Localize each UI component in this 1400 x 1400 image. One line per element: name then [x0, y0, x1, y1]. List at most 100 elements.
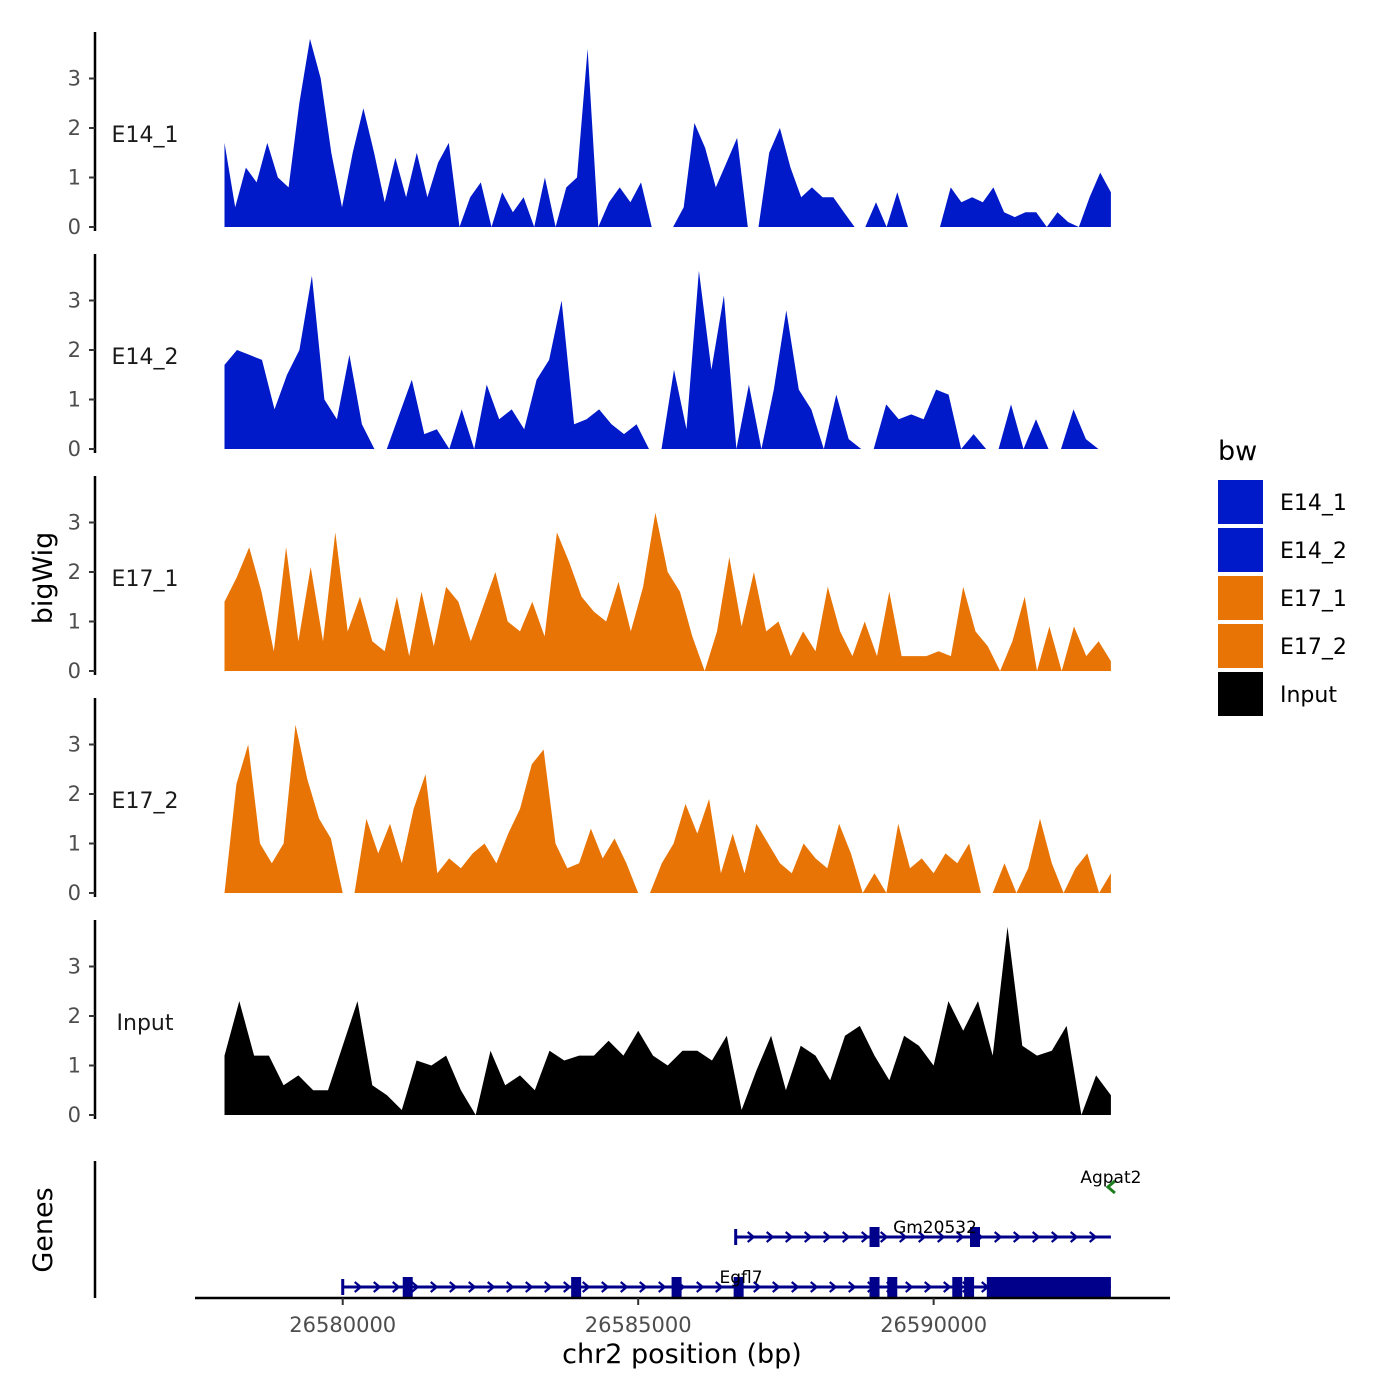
track-label: Input	[117, 1011, 174, 1036]
track-e14-2: 0 1 2 3 E14_2	[68, 254, 1111, 461]
strand-arrow	[917, 1231, 927, 1243]
legend-key	[1218, 480, 1263, 524]
exon	[952, 1277, 963, 1297]
strand-arrow	[784, 1231, 794, 1243]
legend-label: E17_1	[1280, 587, 1347, 612]
y-tick-label: 2	[68, 116, 81, 140]
gene-egfl7: Egfl7	[341, 1268, 1111, 1297]
x-tick-label: 26585000	[585, 1313, 692, 1337]
exon	[733, 1277, 744, 1297]
x-axis-title: chr2 position (bp)	[562, 1339, 802, 1370]
y-tick-label: 1	[68, 388, 81, 412]
strand-arrow	[430, 1281, 439, 1293]
gene-track-panel: Genes Agpat2 Gm20532 Egfl7	[28, 1161, 1141, 1298]
strand-arrow	[1012, 1231, 1022, 1243]
exon	[887, 1277, 898, 1297]
legend-label: E14_2	[1280, 539, 1347, 564]
strand-arrow	[746, 1231, 756, 1243]
track-e17-1: 0 1 2 3 E17_1	[68, 476, 1111, 683]
exon	[869, 1227, 880, 1247]
y-tick-label: 3	[68, 955, 81, 979]
strand-arrow	[822, 1231, 832, 1243]
x-axis: chr2 position (bp) 26580000 26585000 26590…	[195, 1296, 1170, 1370]
strand-arrow	[354, 1281, 363, 1293]
exon	[571, 1277, 582, 1297]
strand-arrow	[525, 1281, 534, 1293]
strand-arrow	[860, 1231, 870, 1243]
track-label: E14_1	[112, 123, 179, 148]
strand-arrow	[753, 1281, 762, 1293]
legend-key	[1218, 672, 1263, 716]
strand-arrow	[1088, 1231, 1098, 1243]
strand-arrow	[449, 1281, 458, 1293]
legend-item-input: Input	[1218, 672, 1337, 716]
track-e14-1: 0 1 2 3 E14_1	[68, 32, 1111, 239]
coverage-tracks: 0 1 2 3 E14_1 0 1 2 3 E14_2 0 1 2 3 E17_1 0 1 2 3 E17_2 0 1 2 3…	[68, 32, 1111, 1127]
strand-arrow	[715, 1281, 724, 1293]
y-axis-title-group: bigWig	[28, 532, 59, 625]
strand-arrow	[392, 1281, 401, 1293]
exon	[402, 1277, 413, 1297]
y-tick-label: 2	[68, 560, 81, 584]
gene-label-egfl7: Egfl7	[719, 1268, 762, 1288]
exon	[869, 1277, 880, 1297]
gene-models: Agpat2 Gm20532 Egfl7	[93, 1161, 1141, 1298]
y-tick-label: 3	[68, 67, 81, 91]
strand-arrow	[658, 1281, 667, 1293]
legend-item-e14-1: E14_1	[1218, 480, 1347, 524]
x-tick-label: 26590000	[880, 1313, 987, 1337]
strand-arrow	[791, 1281, 800, 1293]
strand-arrow	[411, 1281, 420, 1293]
y-tick-label: 2	[68, 1004, 81, 1028]
genes-axis-title: Genes	[28, 1187, 59, 1272]
legend-item-e14-2: E14_2	[1218, 528, 1347, 572]
y-tick-label: 3	[68, 289, 81, 313]
gene-label-gm20532: Gm20532	[893, 1218, 977, 1238]
y-tick-label: 1	[68, 1054, 81, 1078]
legend-title: bw	[1218, 436, 1257, 467]
strand-arrow	[943, 1281, 952, 1293]
strand-arrow	[487, 1281, 496, 1293]
gene-agpat2-arrow	[1105, 1179, 1116, 1195]
coverage-area-e17-2	[224, 724, 1111, 893]
y-tick-label: 2	[68, 338, 81, 362]
track-e17-2: 0 1 2 3 E17_2	[68, 698, 1111, 905]
strand-arrow	[696, 1281, 705, 1293]
strand-arrow	[905, 1281, 914, 1293]
strand-arrow	[936, 1231, 946, 1243]
legend-key	[1218, 576, 1263, 620]
track-input: 0 1 2 3 Input	[68, 920, 1111, 1127]
coverage-area-e14-1	[224, 38, 1111, 228]
strand-arrow	[563, 1281, 572, 1293]
x-tick-label: 26580000	[289, 1313, 396, 1337]
strand-arrow	[468, 1281, 477, 1293]
strand-arrow	[582, 1281, 591, 1293]
strand-arrow	[1050, 1231, 1060, 1243]
strand-arrow	[924, 1281, 933, 1293]
legend: bw E14_1 E14_2 E17_1 E17_2 Input	[1218, 436, 1347, 716]
coverage-area-input	[224, 926, 1111, 1115]
strand-arrow	[601, 1281, 610, 1293]
exon	[671, 1277, 682, 1297]
y-tick-label: 1	[68, 832, 81, 856]
strand-arrow	[1031, 1231, 1041, 1243]
strand-arrow	[620, 1281, 629, 1293]
legend-key	[1218, 528, 1263, 572]
strand-arrow	[829, 1281, 838, 1293]
strand-arrow	[544, 1281, 553, 1293]
strand-arrow	[803, 1231, 813, 1243]
legend-label: Input	[1280, 683, 1337, 708]
track-label: E17_1	[112, 567, 179, 592]
strand-arrow	[848, 1281, 857, 1293]
y-tick-label: 0	[68, 881, 81, 905]
track-label: E14_2	[112, 345, 179, 370]
strand-arrow	[639, 1281, 648, 1293]
y-tick-label: 1	[68, 166, 81, 190]
legend-item-e17-2: E17_2	[1218, 624, 1347, 668]
exon	[970, 1227, 980, 1247]
y-tick-label: 0	[68, 1103, 81, 1127]
strand-arrow	[810, 1281, 819, 1293]
strand-arrow	[841, 1231, 851, 1243]
y-tick-label: 0	[68, 437, 81, 461]
